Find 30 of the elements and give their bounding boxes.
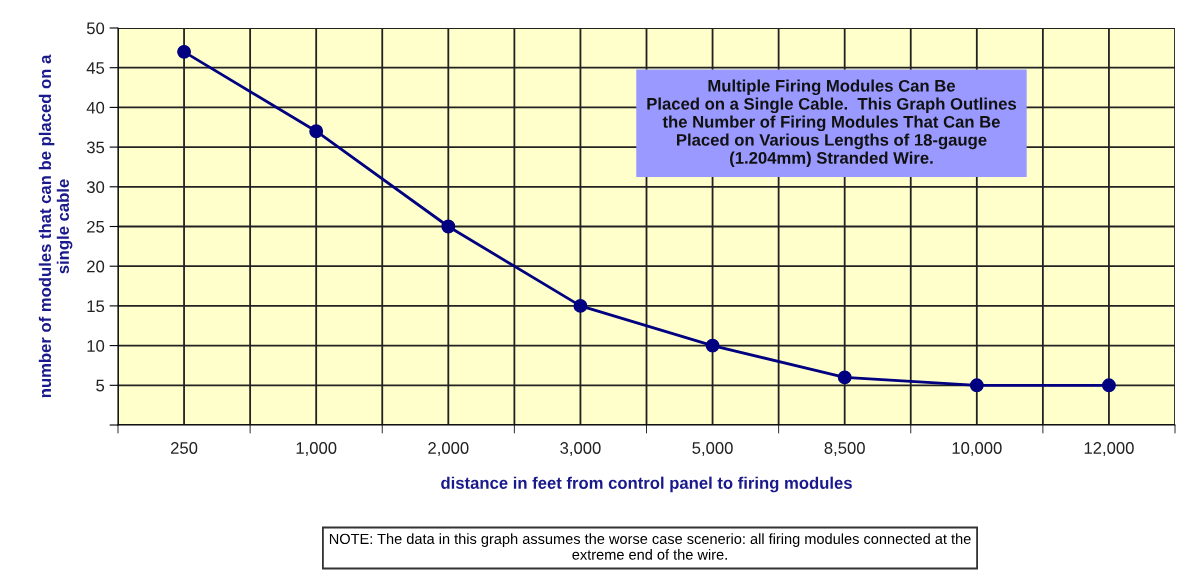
- y-tick-label: 50: [86, 22, 105, 35]
- point: [1101, 378, 1116, 393]
- y-tick-label: 40: [86, 101, 105, 114]
- y-tick-label: 30: [86, 181, 105, 193]
- point: [573, 298, 588, 313]
- x-tick-label: 8,500: [824, 442, 865, 456]
- x-tick-label: 250: [171, 442, 198, 454]
- x-tick-label: 12,000: [1084, 442, 1134, 456]
- x-tick-label: 2,000: [428, 442, 469, 456]
- x-axis-title: distance in feet from control panel to firing modules: [441, 476, 852, 493]
- point: [969, 378, 984, 393]
- point: [837, 370, 852, 385]
- point: [177, 44, 192, 59]
- y-axis-title: number of modules that can be placed on a single cable: [38, 54, 73, 398]
- point: [441, 219, 456, 234]
- y-tick-label: 45: [86, 62, 105, 74]
- y-tick-label: 20: [87, 260, 105, 273]
- x-tick-label: 3,000: [560, 442, 601, 456]
- y-tick-label: 5: [96, 379, 105, 392]
- x-tick-label: 1,000: [296, 442, 337, 456]
- y-tick-label: 15: [87, 300, 105, 313]
- text: NOTE: The data in this graph assumes the worse case scenerio: all firing modules connected at the extreme end of the wire.: [329, 533, 971, 560]
- point: [705, 338, 720, 353]
- point: [309, 124, 324, 139]
- y-tick-label: 10: [87, 340, 105, 352]
- x-tick-label: 5,000: [692, 442, 733, 456]
- x-tick-label: 10,000: [952, 442, 1002, 456]
- annotation: Multiple Firing Modules Can Be Placed on a Single Cable. This Graph Outlines the Number of Firing Modules That Can Be Placed on Various Lengths of 18-gauge (1.204mm) Stranded Wire.: [647, 79, 1017, 168]
- y-tick-label: 25: [87, 220, 105, 233]
- y-tick-label: 35: [86, 141, 105, 154]
